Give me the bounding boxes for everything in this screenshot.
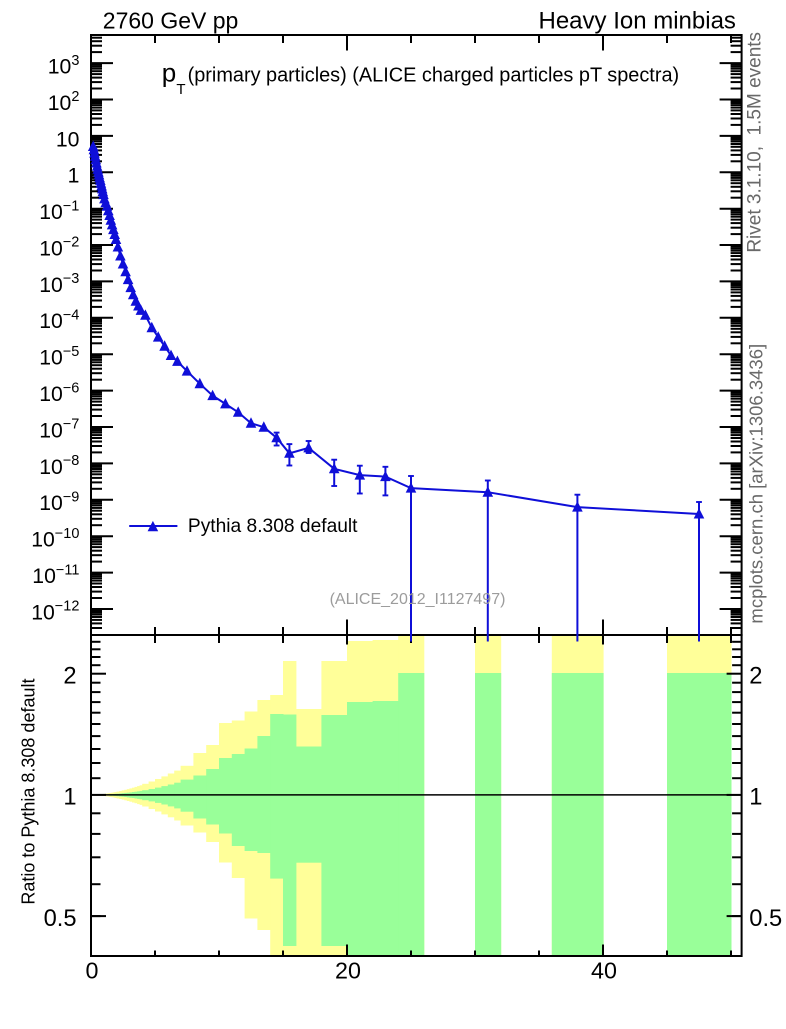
- svg-text:0.5: 0.5: [749, 906, 782, 932]
- svg-text:(primary particles) (ALICE cha: (primary particles) (ALICE charged parti…: [188, 65, 680, 87]
- svg-text:2760 GeV pp: 2760 GeV pp: [103, 8, 239, 34]
- svg-text:(ALICE_2012_I1127497): (ALICE_2012_I1127497): [330, 591, 506, 608]
- svg-text:10−5: 10−5: [39, 344, 79, 370]
- svg-text:103: 103: [48, 53, 80, 79]
- svg-text:1: 1: [749, 785, 762, 811]
- svg-text:Ratio to Pythia 8.308 default: Ratio to Pythia 8.308 default: [18, 679, 38, 905]
- svg-text:p: p: [162, 58, 176, 88]
- svg-text:Heavy Ion minbias: Heavy Ion minbias: [539, 8, 736, 35]
- svg-text:Pythia 8.308 default: Pythia 8.308 default: [188, 516, 358, 537]
- svg-text:10−8: 10−8: [39, 453, 79, 479]
- svg-text:1: 1: [68, 165, 80, 188]
- svg-text:T: T: [176, 81, 185, 98]
- svg-text:1: 1: [63, 785, 76, 811]
- svg-text:Rivet 3.1.10, 1.5M events: Rivet 3.1.10, 1.5M events: [744, 32, 765, 253]
- svg-text:mcplots.cern.ch [arXiv:1306.34: mcplots.cern.ch [arXiv:1306.3436]: [746, 344, 767, 624]
- svg-text:10: 10: [56, 128, 80, 151]
- svg-text:20: 20: [335, 957, 361, 983]
- svg-text:2: 2: [749, 664, 762, 690]
- svg-text:0: 0: [86, 957, 99, 983]
- svg-text:40: 40: [591, 957, 617, 983]
- svg-text:2: 2: [63, 664, 76, 690]
- svg-text:0.5: 0.5: [44, 906, 77, 932]
- svg-text:10−7: 10−7: [39, 417, 79, 443]
